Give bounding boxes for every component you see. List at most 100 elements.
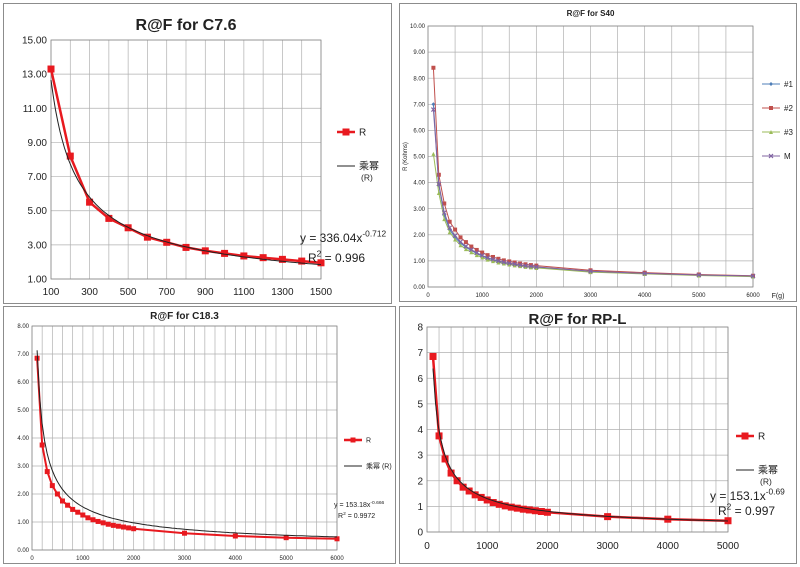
plot-area [427, 25, 754, 288]
data-point [489, 499, 497, 507]
y-tick-label: 7.00 [413, 102, 425, 108]
data-point [471, 491, 479, 499]
data-point [95, 518, 101, 524]
data-point [278, 255, 286, 263]
data-point [495, 258, 501, 264]
data-point [105, 521, 111, 527]
y-tick-label: 4 [417, 425, 423, 436]
data-point [528, 263, 534, 269]
series-line [432, 67, 754, 277]
data-point [519, 505, 527, 513]
chart-title: R@F for C18.3 [150, 311, 219, 322]
chart-s40: R@F for S40 0.00 1.00 2.00 3.00 4.00 5.00 6.00 7… [403, 9, 793, 300]
data-point [523, 264, 528, 269]
legend-entry: R [736, 432, 765, 443]
data-point [75, 509, 81, 515]
data-point [501, 259, 507, 265]
data-point [110, 522, 116, 528]
data-point [436, 172, 441, 177]
x-tick-label: 1000 [476, 541, 499, 552]
data-point [474, 253, 479, 258]
series-1 [431, 65, 755, 278]
data-point [518, 261, 523, 266]
legend-entry: R [337, 128, 366, 139]
y-tick-label: 5.00 [28, 206, 48, 217]
data-point [143, 233, 151, 241]
plot-area [31, 325, 338, 551]
data-point [474, 250, 480, 256]
data-point [44, 469, 50, 475]
data-point [458, 243, 463, 248]
data-point [298, 257, 306, 265]
plot-grid [31, 325, 338, 551]
y-tick-label: 15.00 [22, 36, 47, 47]
data-point [479, 252, 485, 258]
data-point [441, 210, 447, 216]
legend-swatch-marker [741, 432, 749, 440]
data-point [750, 273, 756, 279]
data-point [501, 502, 509, 510]
trend-equation: y = 153.18x-0.666 [334, 500, 385, 509]
data-point [531, 507, 539, 515]
x-tick-label: 900 [197, 287, 214, 298]
legend-entry: #1 [762, 80, 793, 89]
data-point [447, 219, 452, 224]
data-point [131, 526, 137, 532]
legend-label: R [758, 432, 765, 443]
data-point [66, 152, 74, 160]
x-tick-label: 5000 [279, 556, 293, 562]
y-tick-label: 7 [417, 348, 423, 359]
trend-equation-main: y = 153.18x [334, 502, 371, 509]
series-1 [36, 350, 337, 538]
x-tick-label: 4000 [229, 556, 243, 562]
y-tick-label: 9.00 [28, 138, 48, 149]
trend-equation-main: y = 336.04x [300, 231, 362, 245]
y-tick-label: 2.00 [413, 233, 425, 239]
data-point [474, 247, 479, 252]
trend-equation-main: y = 153.1x [710, 489, 766, 503]
data-point [588, 268, 593, 274]
trendline [432, 368, 729, 522]
x-tick-label: 0 [30, 556, 34, 562]
legend-entry: 乘幂(R) [337, 161, 379, 183]
data-point [528, 263, 533, 268]
chart-c76: R@F for C7.6 1.00 3.00 5.00 7.00 9.00 11.00 13.… [22, 17, 387, 298]
data-point [80, 512, 86, 518]
data-point [47, 65, 55, 73]
y-tick-label: 0.00 [17, 548, 29, 554]
r-squared-value: = 0.997 [731, 504, 775, 518]
data-point [86, 198, 94, 206]
x-tick-label: 3000 [584, 293, 598, 299]
x-tick-label: 1500 [310, 287, 333, 298]
data-point [465, 487, 473, 495]
r-squared-value: = 0.9972 [346, 513, 375, 520]
legend-entry: #3 [762, 128, 793, 137]
x-tick-label: 0 [426, 293, 430, 299]
data-point [485, 255, 491, 261]
data-point [501, 258, 506, 263]
data-point [436, 191, 441, 196]
trend-equation: y = 153.1x-0.69 [710, 487, 785, 503]
series-0 [34, 355, 340, 542]
data-point [442, 201, 447, 206]
data-point [517, 262, 523, 268]
data-point [182, 530, 187, 536]
legend-swatch-marker [769, 82, 773, 86]
data-point [100, 520, 106, 526]
legend-swatch-marker [768, 153, 774, 159]
r-squared-exponent: 2 [343, 511, 346, 517]
data-point [495, 500, 503, 508]
r-squared-symbol: R [338, 513, 343, 520]
data-point [431, 102, 436, 107]
legend-entry: 乘幂 (R) [344, 461, 392, 470]
r-squared: R2 = 0.996 [308, 249, 365, 265]
x-tick-label: 3000 [596, 541, 619, 552]
data-point [483, 496, 491, 504]
y-tick-label: 6 [417, 374, 423, 385]
y-tick-label: 5.00 [17, 408, 29, 414]
series-3 [430, 107, 756, 279]
data-point [182, 243, 190, 251]
data-point [429, 352, 437, 360]
data-point [513, 504, 521, 512]
y-axis-label: R (Kohms) [403, 142, 409, 171]
